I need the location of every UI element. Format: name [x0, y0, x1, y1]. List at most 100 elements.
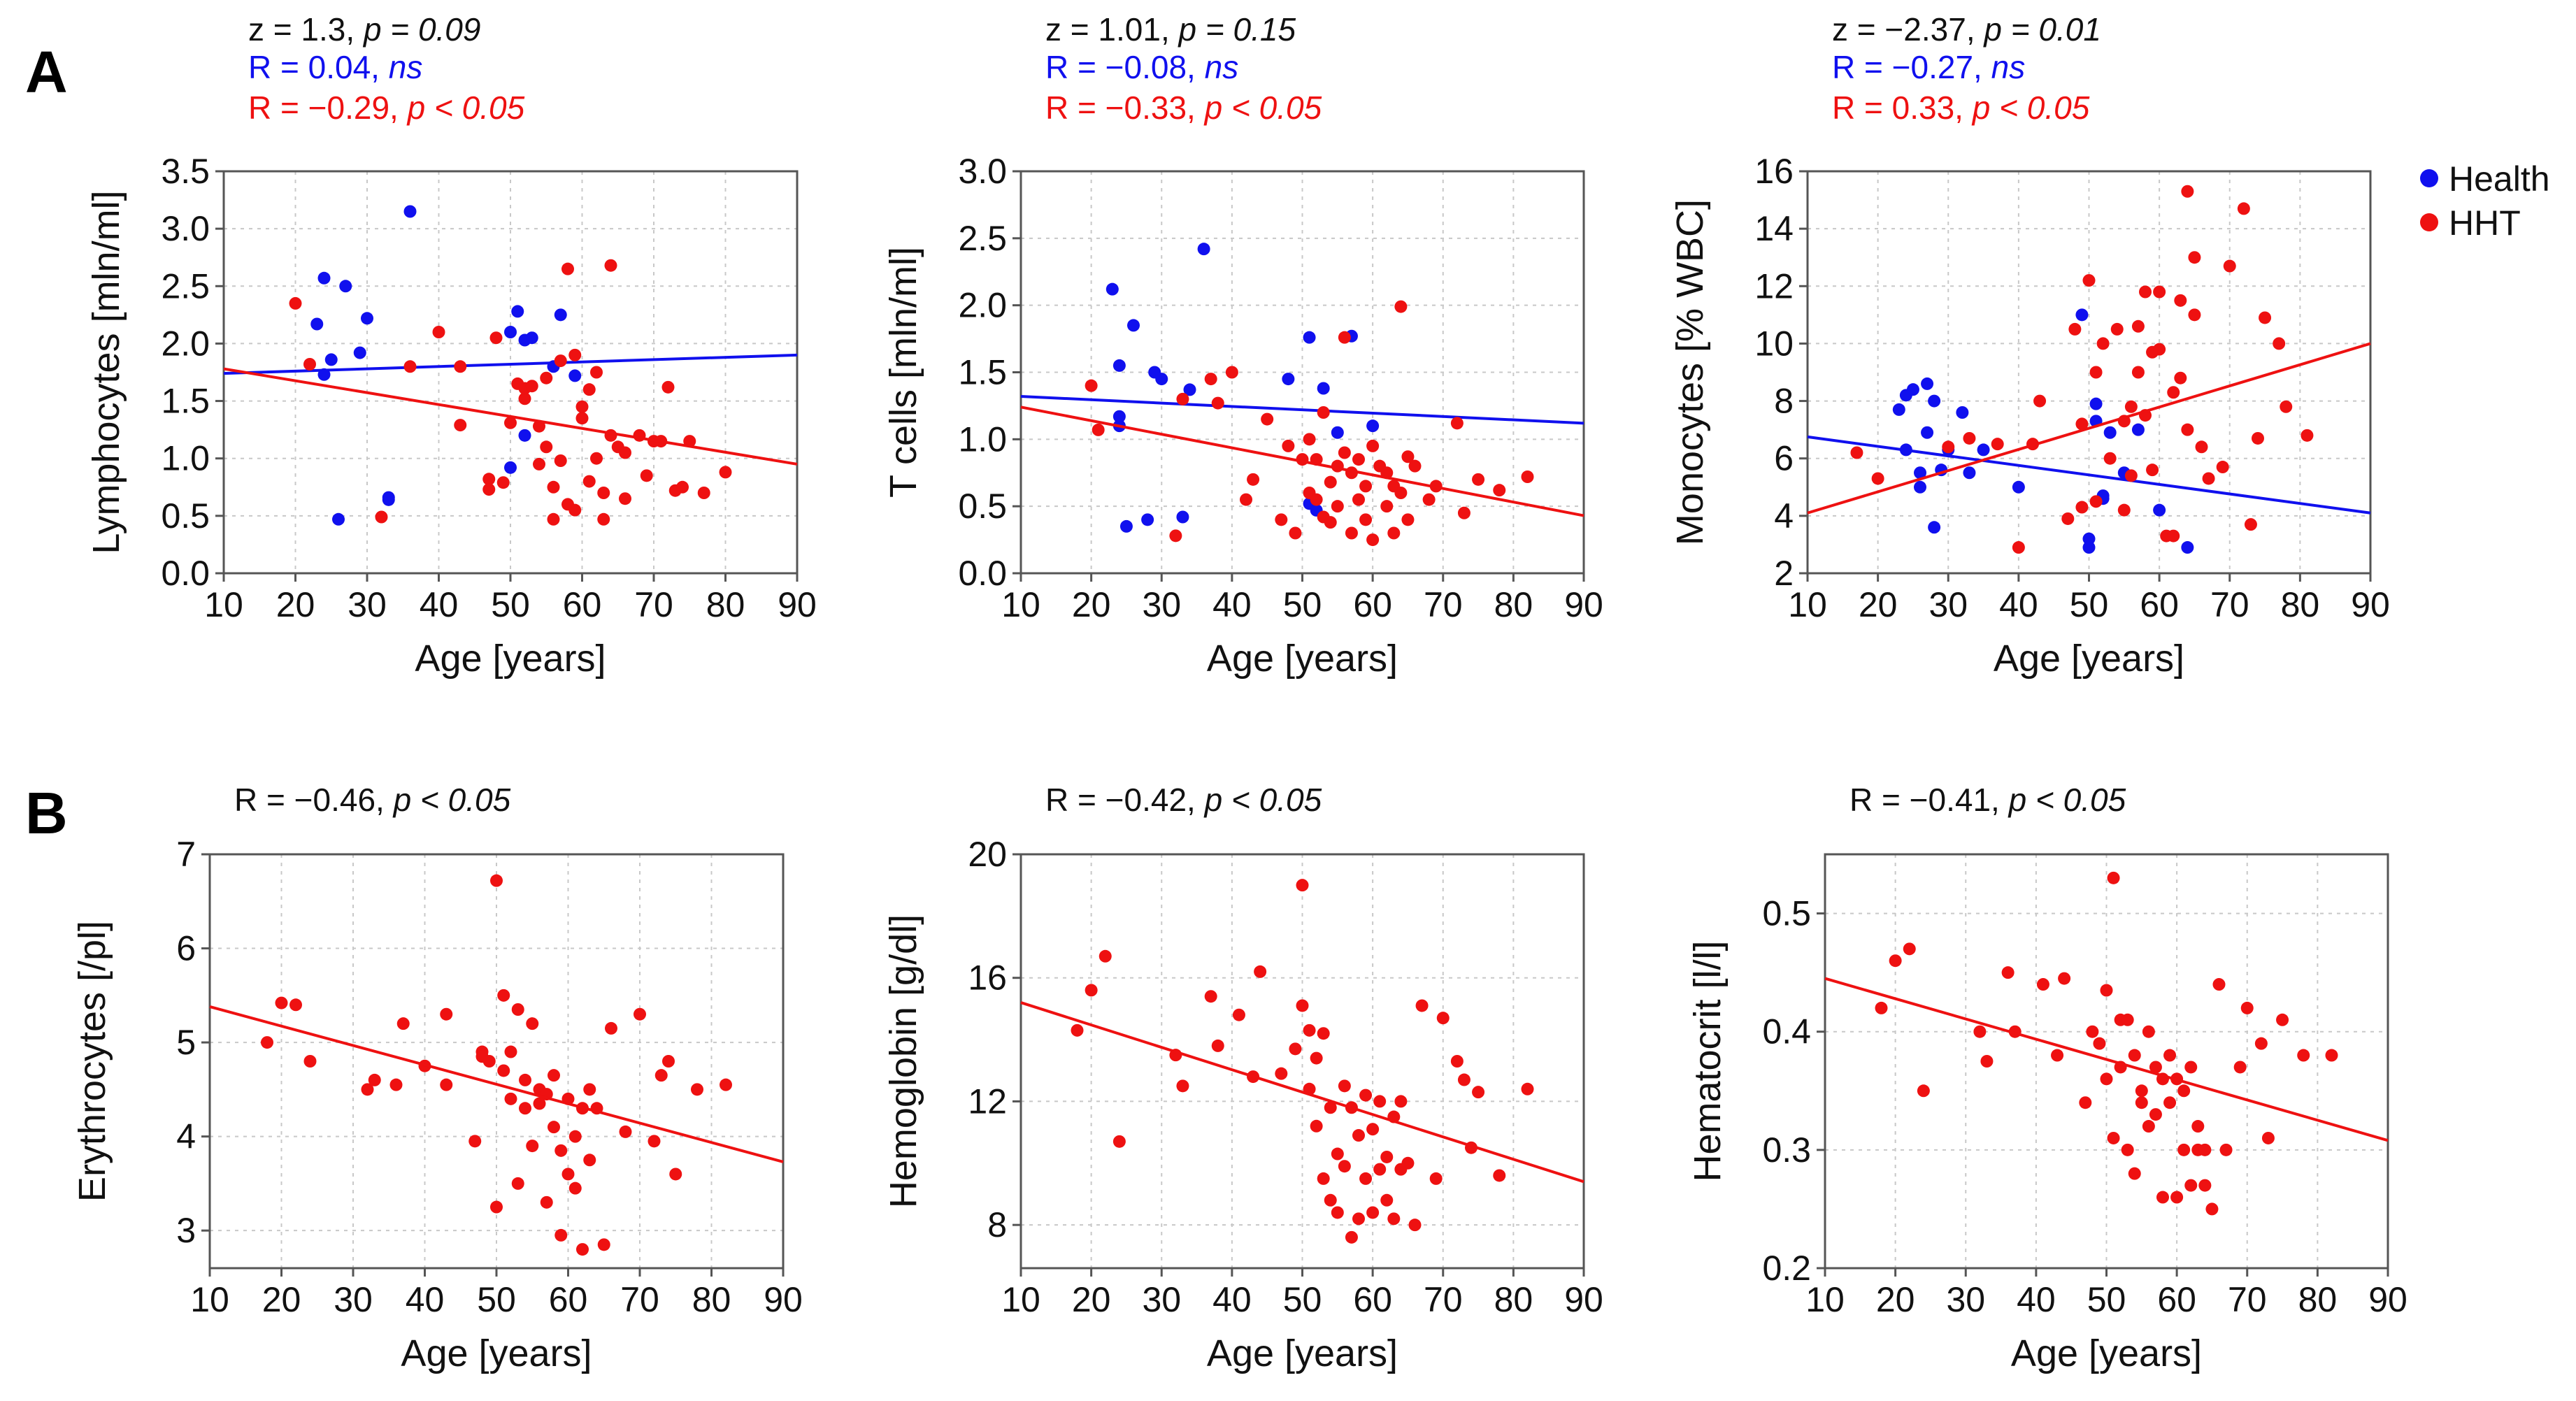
data-point: [361, 312, 373, 325]
data-point: [619, 446, 631, 459]
y-tick-label: 3: [176, 1211, 196, 1250]
data-point: [1324, 1101, 1337, 1114]
x-tick-label: 10: [1805, 1280, 1845, 1319]
data-point: [2177, 1143, 2191, 1156]
data-point: [548, 1121, 560, 1134]
data-point: [676, 480, 689, 494]
data-point: [1197, 243, 1210, 256]
data-point: [261, 1036, 273, 1049]
y-tick-label: 14: [1754, 209, 1794, 248]
y-tick-label: 2.0: [161, 324, 210, 363]
data-point: [496, 476, 510, 489]
x-tick-label: 50: [1283, 1280, 1322, 1319]
data-point: [1450, 417, 1464, 430]
x-tick-label: 90: [1564, 1280, 1603, 1319]
data-point: [1331, 1206, 1344, 1219]
data-point: [634, 1007, 646, 1021]
data-point: [2223, 259, 2236, 273]
data-point: [1963, 466, 1976, 480]
data-point: [619, 1125, 632, 1138]
data-point: [554, 1144, 568, 1157]
data-point: [1493, 484, 1506, 497]
data-point: [568, 1130, 582, 1143]
x-axis-label: Age [years]: [1207, 1332, 1398, 1374]
y-tick-label: 3.0: [161, 209, 210, 248]
x-tick-label: 90: [778, 585, 817, 624]
data-point: [525, 380, 538, 393]
data-point: [440, 1078, 453, 1091]
data-point: [1317, 382, 1330, 395]
series-health: [1807, 308, 2371, 554]
data-point: [1352, 453, 1365, 466]
data-point: [1232, 1008, 1245, 1021]
x-tick-label: 30: [1142, 585, 1181, 624]
data-point: [1247, 473, 1260, 486]
data-point: [2198, 1143, 2212, 1156]
data-point: [2170, 1191, 2184, 1204]
data-point: [497, 989, 510, 1002]
x-tick-label: 90: [2368, 1280, 2407, 1319]
data-point: [540, 440, 553, 454]
x-tick-label: 60: [563, 585, 602, 624]
data-point: [568, 503, 582, 517]
data-point: [1331, 426, 1344, 439]
x-tick-label: 70: [1424, 585, 1463, 624]
data-point: [576, 1243, 589, 1256]
data-point: [1303, 1023, 1316, 1037]
y-axis-label: Lymphocytes [mln/ml]: [85, 190, 127, 554]
data-point: [568, 369, 582, 382]
data-point: [540, 1195, 553, 1209]
data-point: [1408, 459, 1422, 473]
regression-line: [1020, 395, 1584, 425]
charts: 10 20 30 40 50 60 70 80 90 0.0 0.5 1.0 1.5 2.0 2.5 3.0 3…: [71, 11, 2407, 1374]
data-point: [2205, 1202, 2219, 1216]
y-tick-label: 6: [176, 929, 196, 968]
x-tick-label: 90: [1564, 585, 1603, 624]
data-point: [1991, 438, 2004, 451]
data-point: [1956, 406, 1969, 419]
x-tick-label: 90: [2351, 585, 2390, 624]
data-point: [1303, 433, 1316, 446]
data-point: [2153, 343, 2166, 356]
stats-line: z = 1.01, p = 0.15: [1045, 11, 1296, 48]
data-point: [1296, 879, 1309, 892]
y-tick-label: 0.3: [1762, 1130, 1811, 1170]
data-point: [511, 1003, 524, 1016]
data-point: [519, 1102, 531, 1115]
data-point: [547, 480, 560, 494]
x-tick-label: 60: [2140, 585, 2179, 624]
series-hht: [223, 259, 798, 526]
data-point: [1380, 500, 1394, 513]
data-point: [1889, 954, 1902, 968]
y-axis-label: T cells [mln/ml]: [882, 247, 924, 498]
data-point: [1275, 513, 1288, 526]
data-point: [303, 1055, 317, 1068]
y-tick-label: 0.5: [1762, 894, 1811, 933]
stats-line: R = −0.41, p < 0.05: [1849, 782, 2126, 818]
data-point: [1906, 383, 1919, 396]
data-point: [1127, 319, 1140, 332]
data-point: [2051, 1049, 2064, 1062]
data-point: [403, 360, 417, 373]
y-tick-label: 0.0: [958, 554, 1007, 593]
data-point: [575, 400, 589, 413]
data-point: [2198, 1179, 2212, 1192]
data-point: [1359, 513, 1373, 526]
data-point: [2124, 400, 2138, 413]
x-tick-label: 40: [406, 1280, 445, 1319]
data-point: [454, 360, 467, 373]
regression-line: [223, 367, 798, 466]
data-point: [511, 305, 524, 318]
data-point: [2216, 461, 2229, 474]
data-point: [2181, 541, 2194, 554]
data-point: [2107, 1131, 2120, 1144]
data-point: [590, 366, 603, 379]
data-point: [2139, 285, 2152, 299]
data-point: [2163, 1049, 2177, 1062]
data-point: [1457, 506, 1471, 519]
stats-line: z = 1.3, p = 0.09: [248, 11, 480, 48]
data-point: [2188, 308, 2201, 322]
data-point: [2163, 1096, 2177, 1109]
x-tick-label: 10: [1001, 1280, 1040, 1319]
x-tick-label: 80: [2298, 1280, 2338, 1319]
